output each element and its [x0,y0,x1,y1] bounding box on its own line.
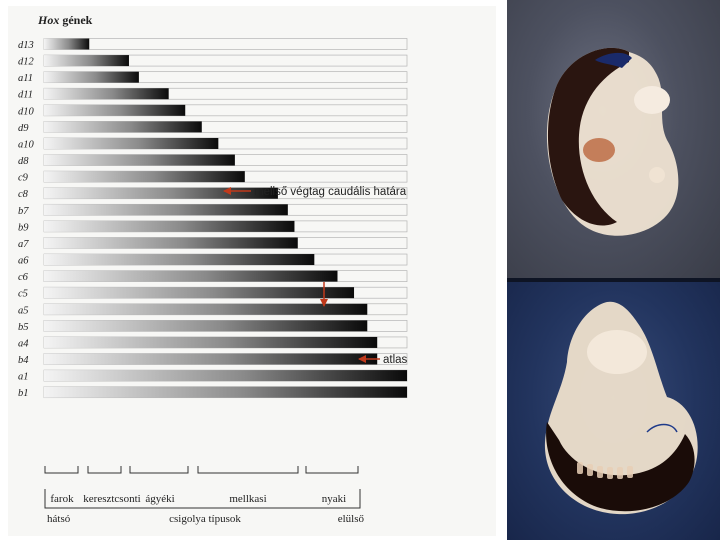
gene-bar [44,254,315,266]
embryo-bottom-image [544,301,698,515]
region-sacral: keresztcsonti [83,493,140,505]
gene-bar [44,370,407,382]
gene-bar [44,353,378,365]
gene-bar [44,204,288,216]
gene-label: b4 [18,355,29,366]
region-brackets [44,466,361,509]
gene-label: a4 [18,338,29,349]
region-tail: farok [50,493,74,505]
embryo-photo-top [507,0,720,278]
footer-vertebra-types: csigolya típusok [169,513,241,525]
gene-label: a11 [18,73,33,84]
gene-bar [44,287,355,299]
region-thoracic: mellkasi [229,493,266,505]
gene-label: d9 [18,123,29,134]
region-cervical: nyaki [322,493,346,505]
gene-label: a7 [18,239,29,250]
gene-label: b1 [18,388,29,399]
embryo-photo-bottom [507,282,720,540]
gene-bar [44,121,202,133]
gene-label: d8 [18,156,29,167]
gene-label: c9 [18,173,29,184]
gene-bar [44,237,298,249]
gene-bar [44,38,90,50]
gene-label: d10 [18,106,35,117]
gene-label: a1 [18,372,29,383]
atlas-label: atlas [383,354,408,366]
gene-label: b7 [18,206,29,217]
gene-label: c6 [18,272,29,283]
gene-label: a10 [18,139,35,150]
gene-label: c5 [18,289,28,300]
forelimb-label: mellső végtag caudális határa [254,186,407,198]
gene-bar [44,187,278,199]
gene-bar [44,88,169,100]
gene-bar [44,336,378,348]
gene-label: d11 [18,90,33,101]
gene-bar [44,137,219,149]
gene-rows: d13 d12 a11 d11 d10 d9 a10 d8 c9 c8 b7 b9 a7 a6 c6 c5 a5… [18,38,408,399]
gene-bar [44,303,368,315]
gene-label: b9 [18,222,29,233]
gene-bar [44,55,129,67]
chart-title: Hox gének [37,13,93,27]
gene-bar [44,386,407,398]
gene-bar [44,220,295,232]
embryo-top-image [546,47,679,236]
gene-bar [44,104,186,116]
gene-bar [44,320,368,332]
region-lumbar: ágyéki [145,493,174,505]
photo-divider [507,278,720,282]
gene-label: d12 [18,57,35,68]
gene-label: b5 [18,322,29,333]
gene-label: c8 [18,189,29,200]
gene-bar [44,171,245,183]
footer-posterior: hátsó [47,513,71,525]
gene-label: a6 [18,256,29,267]
gene-bar [44,154,235,166]
gene-bar [44,71,139,83]
gene-bar [44,270,338,282]
footer-anterior: elülső [338,513,365,525]
gene-label: a5 [18,305,29,316]
gene-label: d13 [18,40,34,51]
